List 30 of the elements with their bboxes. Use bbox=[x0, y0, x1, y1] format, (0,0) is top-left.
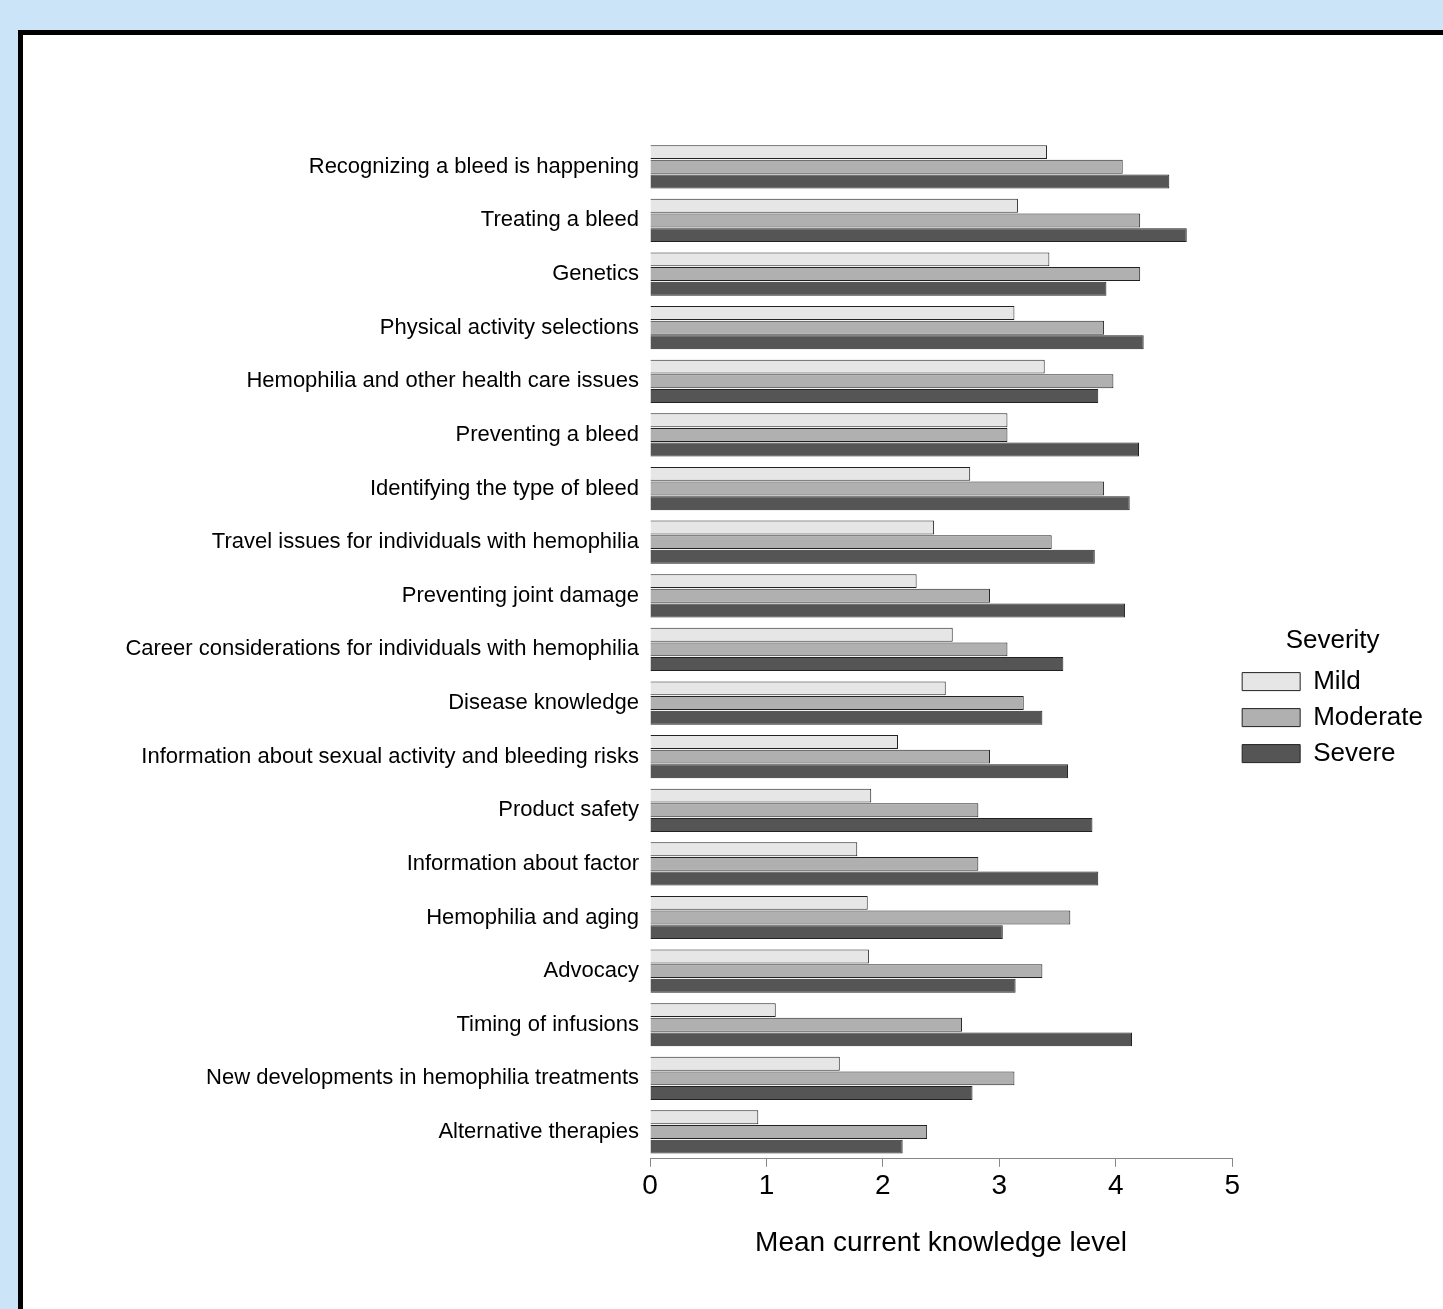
y-tick-label: Genetics bbox=[552, 260, 639, 286]
x-axis-title: Mean current knowledge level bbox=[755, 1225, 1128, 1257]
y-tick-label: Travel issues for individuals with hemophilia bbox=[211, 528, 640, 554]
y-tick-label: Treating a bleed bbox=[480, 206, 639, 232]
x-tick-label: 5 bbox=[1224, 1169, 1240, 1201]
x-tick-label: 4 bbox=[1107, 1169, 1124, 1201]
y-tick-label: Timing of infusions bbox=[456, 1010, 639, 1036]
y-tick-label: Identifying the type of bleed bbox=[369, 474, 639, 500]
x-tick-label: 3 bbox=[991, 1169, 1008, 1201]
y-tick-label: Alternative therapies bbox=[438, 1118, 639, 1144]
y-tick-label: Physical activity selections bbox=[379, 313, 639, 339]
x-tick-label: 2 bbox=[875, 1169, 891, 1201]
y-tick-label: Preventing joint damage bbox=[401, 581, 639, 607]
legend-label: Mild bbox=[1313, 664, 1361, 695]
y-tick-label: Information about sexual activity and bleeding risks bbox=[141, 742, 639, 768]
y-tick-label: Career considerations for individuals with hemophilia bbox=[125, 635, 640, 661]
y-tick-label: Disease knowledge bbox=[448, 689, 639, 715]
y-tick-label: Advocacy bbox=[543, 957, 639, 983]
x-tick-label: 1 bbox=[758, 1169, 775, 1201]
y-tick-label: Information about factor bbox=[406, 849, 639, 875]
y-tick-label: Recognizing a bleed is happening bbox=[308, 152, 639, 178]
legend-title: Severity bbox=[1285, 623, 1380, 654]
y-tick-label: Hemophilia and aging bbox=[426, 903, 639, 929]
legend-label: Severe bbox=[1313, 736, 1396, 767]
y-tick-label: New developments in hemophilia treatments bbox=[206, 1064, 639, 1090]
y-tick-label: Preventing a bleed bbox=[455, 420, 639, 446]
legend-label: Moderate bbox=[1313, 700, 1423, 731]
y-tick-label: Product safety bbox=[498, 796, 639, 822]
y-tick-label: Hemophilia and other health care issues bbox=[246, 367, 639, 393]
x-tick-label: 0 bbox=[642, 1169, 658, 1201]
